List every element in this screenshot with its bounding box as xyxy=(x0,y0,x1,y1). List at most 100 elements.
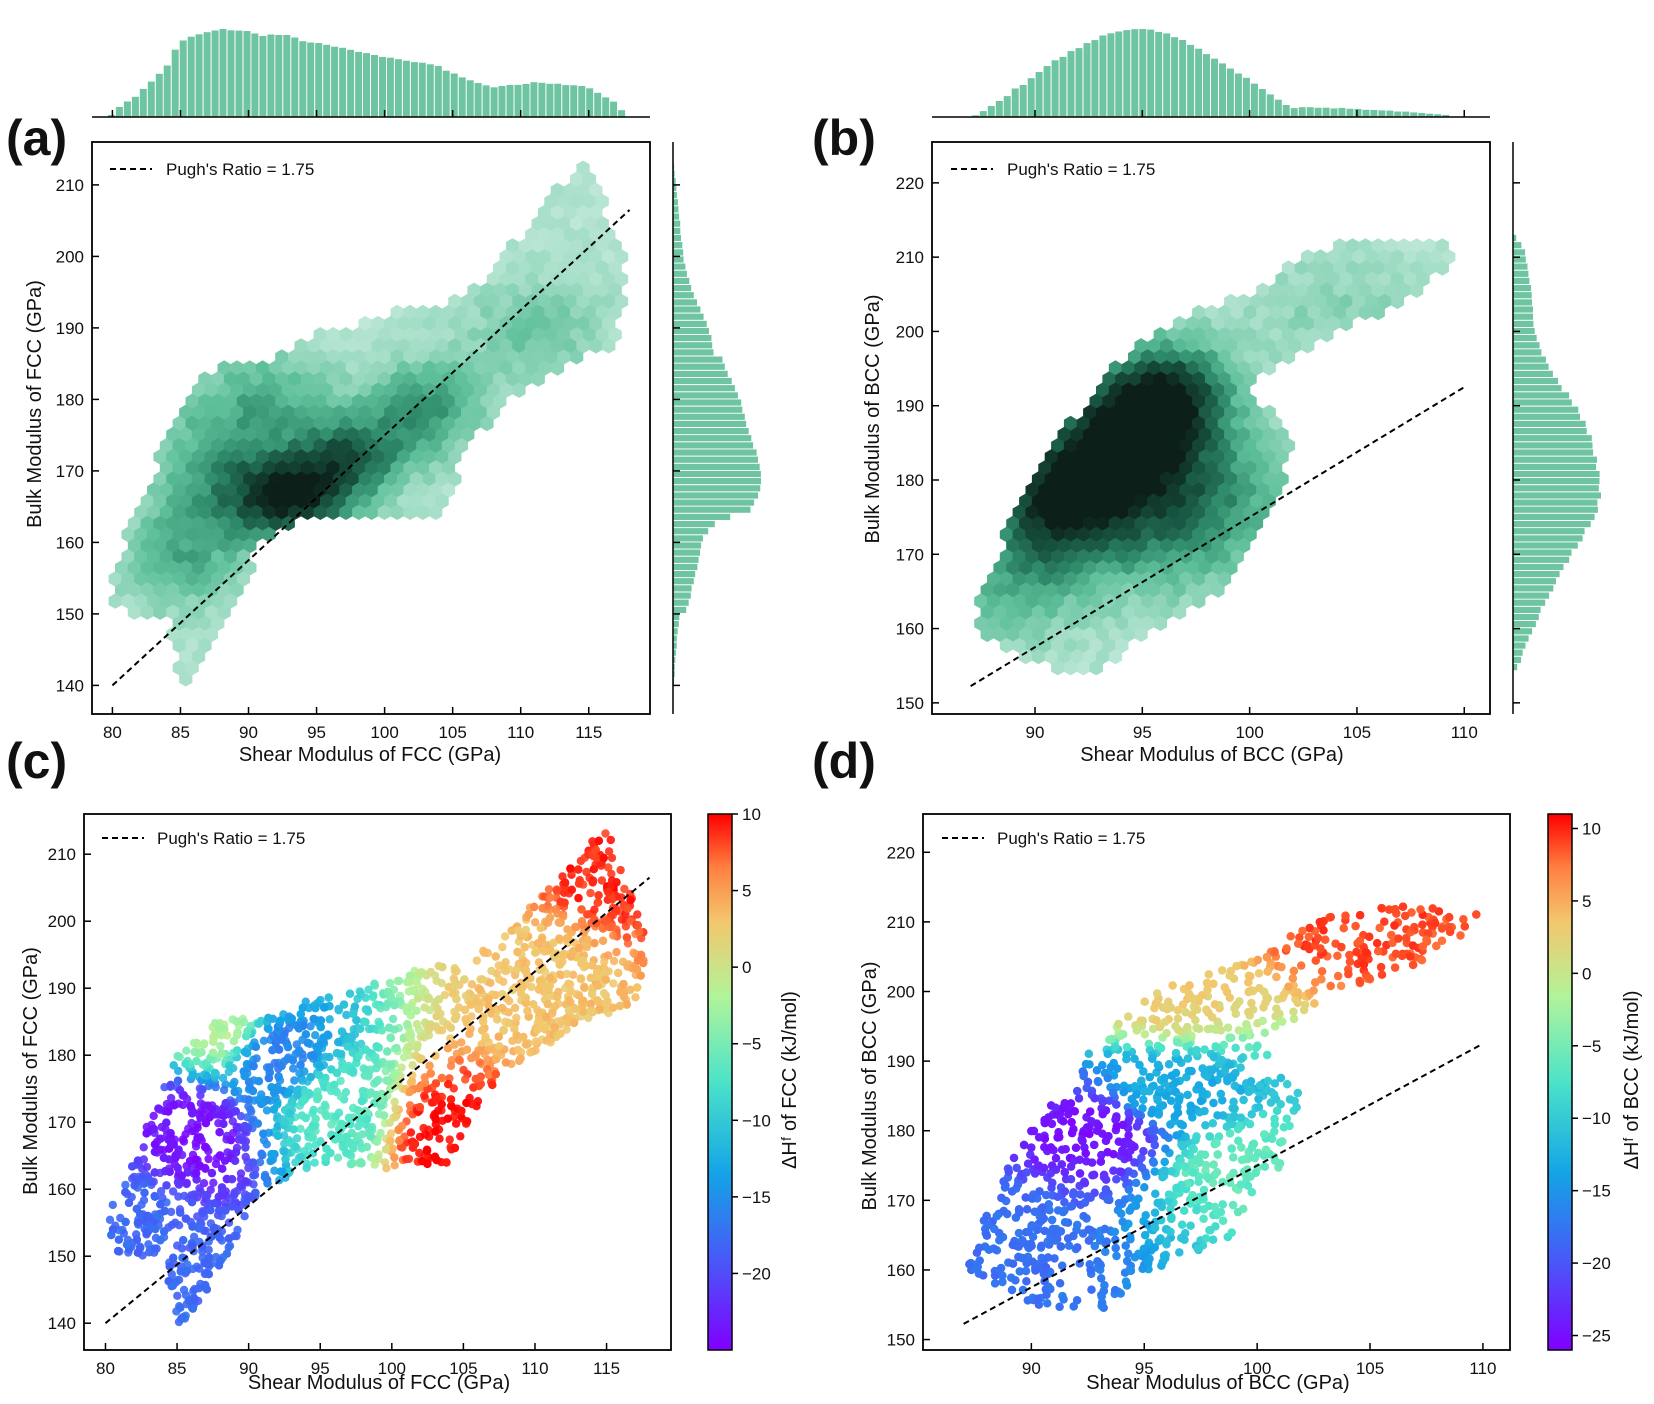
panel-c-point xyxy=(214,1192,223,1202)
panel-c-point xyxy=(309,1050,318,1060)
panel-b-hexbin xyxy=(1006,515,1020,532)
panel-a-hexbin xyxy=(294,360,308,376)
panel-a-hexbin xyxy=(134,593,148,609)
panel-c-point xyxy=(404,1030,413,1040)
panel-a-hexbin xyxy=(159,438,174,454)
panel-c-point xyxy=(221,1206,230,1215)
panel-b-hexbin xyxy=(1288,271,1302,287)
panel-c-point xyxy=(153,1211,162,1221)
panel-a-hexbin xyxy=(557,260,571,276)
panel-c-point xyxy=(393,976,402,986)
panel-b-hexbin xyxy=(1140,349,1155,365)
panel-b-hexbin xyxy=(1031,471,1046,487)
panel-b-hexbin xyxy=(1031,582,1046,598)
panel-a-hexbin xyxy=(166,449,180,465)
panel-a-hexbin xyxy=(531,304,545,321)
panel-c-point xyxy=(432,1012,441,1021)
panel-b-hexbin xyxy=(1236,426,1251,443)
panel-c-point xyxy=(280,1030,289,1039)
panel-b-hexbin xyxy=(1147,382,1161,398)
panel-a-hexbin xyxy=(223,593,238,609)
panel-b-hexbin xyxy=(1038,504,1052,520)
panel-a-hexbin xyxy=(127,604,142,620)
panel-a-hexbin xyxy=(320,360,334,376)
panel-b-hexbin xyxy=(1204,415,1219,432)
panel-c-point xyxy=(512,965,521,974)
panel-a-hexbin xyxy=(166,515,180,532)
panel-b-hexbin xyxy=(1217,482,1232,498)
panel-c-point xyxy=(554,918,564,927)
panel-b-hexbin xyxy=(1083,426,1097,443)
panel-a-hexbin xyxy=(384,493,398,509)
panel-a-hexbin xyxy=(204,626,218,643)
panel-a-hexbin xyxy=(223,438,238,454)
panel-c-point xyxy=(462,1117,472,1126)
panel-c-point xyxy=(311,1114,320,1124)
panel-a-hexbin xyxy=(499,382,513,398)
panel-b-hexbin xyxy=(1153,393,1167,409)
panel-c-point xyxy=(339,1000,349,1009)
panel-b-hexbin xyxy=(1147,560,1161,576)
panel-a-hexbin xyxy=(140,604,154,620)
panel-b-hexbin xyxy=(1326,315,1340,332)
panel-b-hexbin xyxy=(1063,460,1078,476)
panel-a-hexbin xyxy=(217,471,231,487)
panel-b-hexbin xyxy=(1172,315,1187,332)
panel-a-hexbin xyxy=(582,260,597,276)
panel-b-hexbin xyxy=(1262,493,1276,509)
panel-c-point xyxy=(264,1013,273,1023)
panel-a-hexbin xyxy=(377,504,392,520)
panel-c-point xyxy=(560,878,570,887)
panel-c-point xyxy=(224,1234,234,1243)
panel-c-point xyxy=(391,1112,400,1122)
panel-b-hexbin xyxy=(1326,249,1340,265)
panel-b-hexbin xyxy=(993,582,1007,598)
panel-c-point xyxy=(578,996,588,1005)
panel-b-hexbin xyxy=(1147,449,1161,465)
panel-c-point xyxy=(288,1056,298,1065)
panel-b-hexbin xyxy=(1249,426,1264,443)
panel-a-hexbin xyxy=(211,549,225,565)
panel-a-hexbin xyxy=(403,415,417,432)
panel-a-hexbin xyxy=(396,315,411,332)
panel-b-hexbin xyxy=(1345,238,1360,254)
panel-a-hexbin xyxy=(537,338,552,354)
panel-c-point xyxy=(192,1038,201,1048)
panel-a-hexbin xyxy=(364,349,379,365)
panel-a-hexbin xyxy=(339,504,353,520)
panel-a-hexbin xyxy=(211,438,225,454)
panel-a-hexbin xyxy=(435,360,449,376)
panel-a-hexbin xyxy=(153,582,167,598)
panel-a-hexbin xyxy=(275,460,289,476)
panel-c-point xyxy=(164,1155,174,1164)
panel-b-hexbin xyxy=(1102,482,1116,498)
panel-a-hexbin xyxy=(595,260,609,276)
panel-a-hexbin xyxy=(223,504,238,520)
panel-c-point xyxy=(388,1014,398,1024)
panel-b-hexbin xyxy=(1153,349,1167,365)
panel-c-point xyxy=(190,1190,199,1199)
panel-a-hexbin xyxy=(249,393,263,409)
panel-a-hexbin xyxy=(147,482,161,498)
panel-c-point xyxy=(494,1032,503,1041)
panel-b-hexbin xyxy=(1442,249,1456,265)
panel-c-point xyxy=(492,1054,501,1064)
panel-b-hexbin xyxy=(1147,471,1161,487)
panel-c-point xyxy=(251,1042,261,1052)
panel-a-hexbin xyxy=(467,393,481,409)
panel-a-hexbin xyxy=(159,504,174,520)
panel-a-hexbin xyxy=(550,204,565,221)
panel-a-hexbin xyxy=(544,238,558,254)
panel-c-point xyxy=(536,923,545,933)
panel-a-hexbin xyxy=(243,515,257,532)
panel-a-hexbin xyxy=(204,493,218,509)
panel-c-point xyxy=(356,1024,365,1034)
panel-a-hexbin xyxy=(191,582,206,598)
panel-a-hexbin xyxy=(236,504,251,520)
panel-b-hexbin xyxy=(1121,560,1135,576)
panel-b-hexbin xyxy=(1115,504,1129,520)
panel-b-hexbin xyxy=(1179,393,1193,409)
panel-c-point xyxy=(390,1153,399,1162)
panel-b-hexbin xyxy=(1230,415,1244,432)
panel-c-point xyxy=(575,943,584,953)
